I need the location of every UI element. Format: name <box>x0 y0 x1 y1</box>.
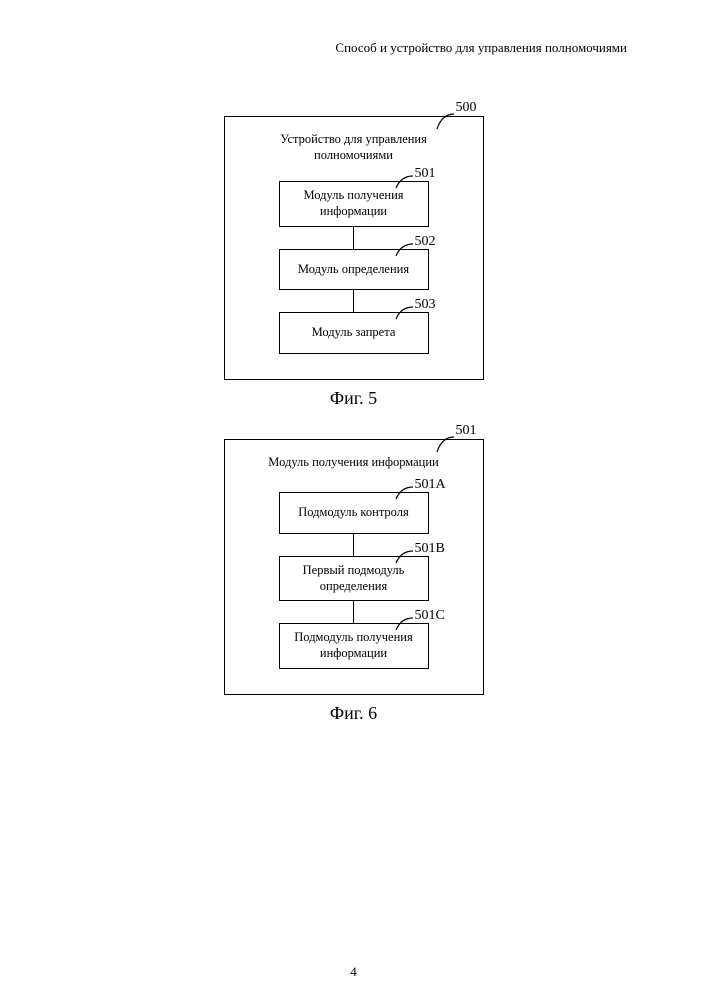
figure-6-caption: Фиг. 6 <box>194 703 514 724</box>
figure-5-module-2-l1: Модуль определения <box>298 262 409 276</box>
ref-501b-lead-icon <box>393 542 421 564</box>
figure-6-module-2-l2: определения <box>320 579 387 593</box>
figure-6-title-text: Модуль получения информации <box>268 455 438 469</box>
ref-501a-lead-icon <box>393 478 421 500</box>
figure-5-module-1-l1: Модуль получения <box>303 188 403 202</box>
ref-503-lead-icon <box>393 298 421 320</box>
figure-5-title-l1: Устройство для управления <box>280 132 427 146</box>
figure-5-caption: Фиг. 5 <box>194 388 514 409</box>
ref-502-lead-icon <box>393 235 421 257</box>
figure-5-module-2-wrap: 502 Модуль определения <box>255 249 453 291</box>
connector <box>353 290 355 312</box>
page-number: 4 <box>0 964 707 980</box>
page-header: Способ и устройство для управления полно… <box>80 40 627 56</box>
figure-5: 500 Устройство для управления полномочия… <box>194 116 514 409</box>
figure-6-module-3-wrap: 501C Подмодуль получения информации <box>255 623 453 668</box>
figure-6-module-3-l1: Подмодуль получения <box>294 630 412 644</box>
page: Способ и устройство для управления полно… <box>0 0 707 1000</box>
figure-6-module-1-l1: Подмодуль контроля <box>298 505 409 519</box>
figure-5-module-3-wrap: 503 Модуль запрета <box>255 312 453 354</box>
header-title: Способ и устройство для управления полно… <box>335 40 627 55</box>
figure-5-module-1-l2: информации <box>320 204 387 218</box>
figure-6-outer-box: Модуль получения информации 501A Подмоду… <box>224 439 484 695</box>
connector <box>353 601 355 623</box>
figure-5-title: Устройство для управления полномочиями <box>255 132 453 163</box>
figure-6-module-2-l1: Первый подмодуль <box>303 563 405 577</box>
figure-5-title-l2: полномочиями <box>314 148 393 162</box>
figure-5-outer-box: Устройство для управления полномочиями 5… <box>224 116 484 380</box>
figure-5-module-3-l1: Модуль запрета <box>312 325 396 339</box>
figure-6: 501 Модуль получения информации 501A Под… <box>194 439 514 724</box>
figure-6-module-3-l2: информации <box>320 646 387 660</box>
ref-501c-lead-icon <box>393 609 421 631</box>
ref-501-lead-icon <box>393 167 421 189</box>
figure-6-module-1-wrap: 501A Подмодуль контроля <box>255 492 453 534</box>
figure-6-title: Модуль получения информации <box>255 455 453 471</box>
connector <box>353 227 355 249</box>
figure-5-module-1-wrap: 501 Модуль получения информации <box>255 181 453 226</box>
figure-6-module-2-wrap: 501B Первый подмодуль определения <box>255 556 453 601</box>
connector <box>353 534 355 556</box>
